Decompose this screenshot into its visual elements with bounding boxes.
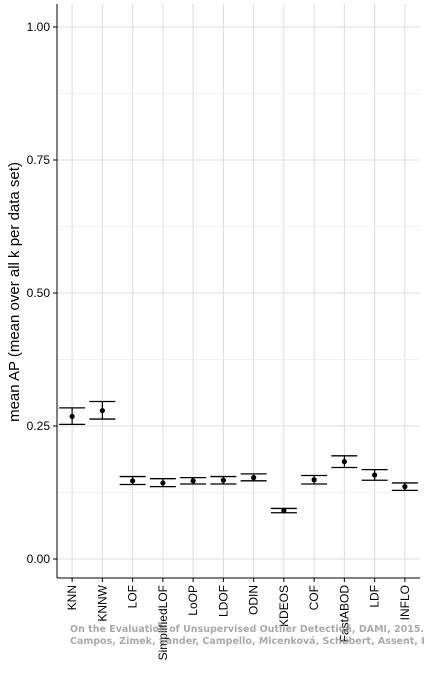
y-tick-label: 0.50 <box>27 286 51 300</box>
data-point <box>190 478 196 484</box>
y-tick-label: 1.00 <box>27 20 51 34</box>
x-tick-label: SimplifiedLOF <box>156 585 170 660</box>
data-point <box>281 507 287 514</box>
x-axis: KNN KNNW LOF SimplifiedLOF LoOP LDOF ODIN KDEOS… <box>57 577 420 660</box>
x-tick-label: LDF <box>368 585 382 608</box>
x-tick-label: ODIN <box>247 585 261 615</box>
data-point <box>220 477 226 483</box>
data-point <box>130 478 136 484</box>
data-point <box>99 407 105 414</box>
x-tick-label: LOF <box>126 585 140 608</box>
x-tick-label: FastABOD <box>337 585 351 643</box>
data-point <box>372 472 378 478</box>
data-point <box>160 480 166 486</box>
x-tick-label: KNN <box>65 585 79 610</box>
y-axis: 0.00 0.25 0.50 0.75 1.00 <box>27 4 58 578</box>
y-tick-label: 0.75 <box>27 153 51 167</box>
x-tick-label: LDOF <box>216 585 230 617</box>
y-tick-label: 0.25 <box>27 419 51 433</box>
data-point <box>69 413 75 420</box>
data-point <box>341 459 347 465</box>
x-tick-label: LoOP <box>186 585 200 616</box>
y-axis-label: mean AP (mean over all k per data set) <box>6 162 23 422</box>
x-tick-label: COF <box>307 585 321 610</box>
x-tick-label: INFLO <box>398 585 412 620</box>
data-point <box>402 484 408 490</box>
watermark-line-1: On the Evaluation of Unsupervised Outlie… <box>70 624 424 635</box>
data-point <box>311 477 317 483</box>
data-point <box>251 475 257 481</box>
x-tick-label: KNNW <box>95 584 109 621</box>
watermark: On the Evaluation of Unsupervised Outlie… <box>70 624 424 647</box>
grid <box>57 4 420 578</box>
watermark-line-2: Campos, Zimek, Sander, Campello, Micenko… <box>70 636 424 647</box>
data-marks <box>59 400 418 514</box>
x-tick-label: KDEOS <box>277 585 291 627</box>
y-tick-label: 0.00 <box>27 552 51 566</box>
